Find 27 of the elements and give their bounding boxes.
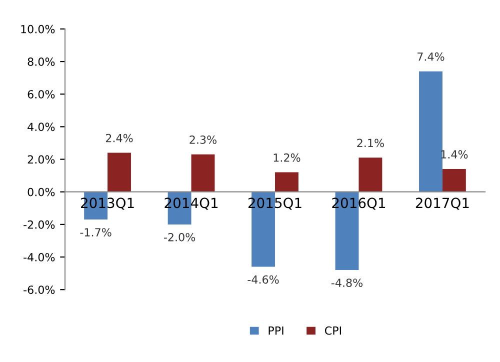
y-tick-label: -6.0%	[24, 286, 55, 294]
legend-label: PPI	[268, 326, 284, 335]
data-label: -4.8%	[331, 278, 363, 287]
data-label: 2.1%	[357, 138, 384, 148]
y-tick-label: 10.0%	[21, 24, 55, 34]
x-tick-label: 2017Q1	[416, 198, 469, 210]
data-label: 2.3%	[190, 136, 216, 144]
data-label: 1.2%	[274, 153, 300, 162]
y-tick-label: 8.0%	[28, 58, 55, 66]
y-tick-label: -2.0%	[24, 220, 55, 229]
bar	[419, 71, 442, 192]
data-label: -4.6%	[248, 275, 279, 284]
y-tick-label: 0.0%	[28, 188, 55, 196]
y-tick-label: -4.0%	[24, 252, 55, 262]
bar	[442, 169, 466, 192]
y-tick-label: 6.0%	[28, 90, 55, 98]
bar	[108, 152, 131, 192]
legend-label: CPI	[324, 326, 342, 335]
bar	[358, 158, 382, 192]
bar	[191, 154, 215, 192]
y-tick-label: 2.0%	[28, 155, 55, 164]
bar	[275, 172, 298, 192]
data-label: -2.0%	[164, 232, 196, 242]
data-label: 2.4%	[106, 134, 133, 142]
data-label: -1.7%	[80, 228, 112, 236]
y-tick-label: 4.0%	[28, 122, 55, 132]
data-label: 7.4%	[418, 52, 444, 61]
